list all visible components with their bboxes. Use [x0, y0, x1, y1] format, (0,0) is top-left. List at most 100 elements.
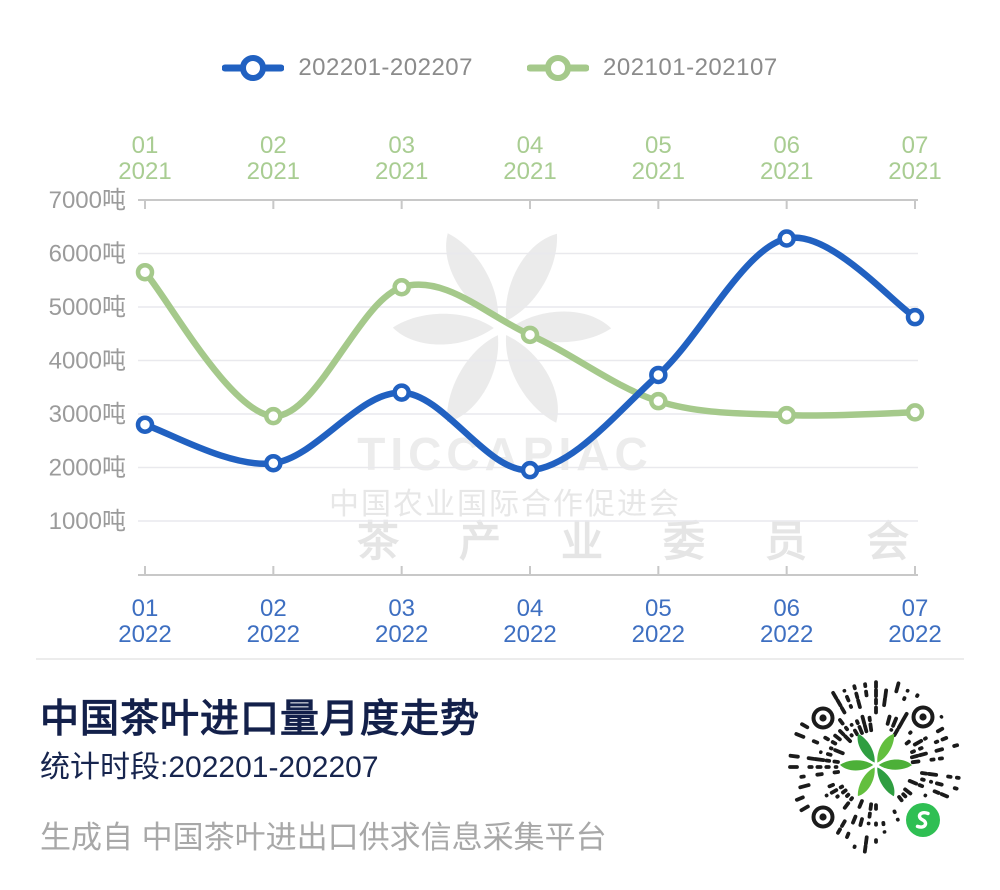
qr-dot [800, 722, 810, 730]
top-axis-year-label: 2021 [888, 158, 941, 185]
qr-dot [874, 697, 878, 706]
qr-dot [799, 774, 806, 779]
top-axis-month-label: 03 [388, 132, 415, 159]
qr-dot [840, 706, 847, 715]
qr-dot [937, 756, 944, 761]
data-point[interactable] [777, 405, 796, 425]
qr-dot [862, 844, 868, 854]
qr-dot [874, 838, 878, 844]
top-axis-year-label: 2021 [375, 158, 428, 185]
qr-dot [829, 788, 839, 795]
qr-dot [858, 817, 864, 827]
data-point[interactable] [520, 460, 540, 480]
bottom-axis-month-label: 01 [132, 595, 159, 622]
qr-dot [842, 801, 851, 810]
qr-position-dot [819, 714, 827, 722]
qr-dot [798, 783, 811, 790]
qr-dot [955, 775, 961, 780]
data-point[interactable] [264, 453, 283, 473]
qr-dot [828, 746, 834, 751]
qr-dot [794, 732, 806, 739]
qr-dot [815, 765, 823, 769]
data-point[interactable] [264, 406, 283, 426]
y-axis-label: 3000吨 [49, 401, 126, 428]
qr-dot [900, 711, 909, 724]
data-point[interactable] [905, 307, 925, 327]
qr-dot [891, 716, 898, 728]
bottom-axis-year-label: 2022 [247, 621, 300, 648]
qr-position-ring [811, 706, 835, 730]
watermark-committee-char: 员 [765, 518, 807, 565]
qr-dot [867, 715, 872, 723]
qr-dot [897, 795, 904, 803]
qr-dot [835, 698, 843, 708]
qr-dot [838, 729, 846, 737]
data-point[interactable] [392, 383, 411, 402]
data-point[interactable] [777, 229, 796, 248]
qr-dot [843, 734, 853, 744]
line-marker-icon [527, 55, 589, 81]
qr-dot [857, 725, 864, 735]
data-point[interactable] [649, 391, 668, 411]
qr-dot [933, 739, 940, 745]
qr-dot [854, 691, 860, 700]
data-point[interactable] [135, 262, 155, 282]
qr-dot [952, 743, 960, 748]
legend-item-2021[interactable]: 202101-202107 [527, 53, 778, 83]
qr-dot [894, 681, 901, 694]
qr-dot [952, 786, 959, 791]
qr-dot [902, 696, 907, 702]
qr-dot [920, 777, 926, 782]
watermark-committee-char: 委 [663, 518, 705, 565]
legend-item-2022[interactable]: 202201-202207 [222, 53, 473, 83]
qr-dot [835, 794, 840, 799]
data-point[interactable] [135, 415, 155, 434]
qr-dot [917, 751, 928, 758]
legend-label-2021: 202101-202107 [603, 54, 778, 81]
bottom-axis-month-label: 06 [773, 595, 800, 622]
top-axis-year-label: 2021 [760, 158, 813, 185]
tea-leaf-logo [839, 733, 913, 797]
qr-dot [946, 774, 953, 779]
legend-label-2022: 202201-202207 [298, 54, 473, 81]
top-axis-year-label: 2021 [503, 158, 556, 185]
y-axis-label: 1000吨 [49, 508, 126, 535]
qr-dot [882, 696, 887, 708]
qr-dot [874, 821, 878, 827]
data-point[interactable] [392, 277, 411, 297]
qr-position-dot [919, 713, 927, 721]
top-axis-month-label: 07 [902, 132, 929, 159]
qr-dot [915, 693, 920, 698]
qr-dot [866, 821, 871, 826]
qr-dot [904, 739, 911, 746]
data-point[interactable] [905, 403, 925, 422]
watermark-committee-char: 会 [867, 518, 909, 565]
data-point[interactable] [520, 325, 540, 345]
qr-dot [927, 772, 939, 777]
qr-dot [910, 759, 921, 765]
y-axis-label: 4000吨 [49, 348, 126, 375]
qr-dot [923, 793, 928, 798]
qr-dot [852, 684, 857, 691]
qr-dot [874, 688, 878, 698]
bottom-axis-year-label: 2022 [632, 621, 685, 648]
bottom-axis-year-label: 2022 [118, 621, 171, 648]
qr-dot [813, 757, 826, 763]
qr-dot [852, 844, 857, 849]
bottom-axis-year-label: 2022 [375, 621, 428, 648]
top-axis-month-label: 01 [132, 132, 159, 159]
qr-dot [823, 735, 830, 742]
qr-dot [794, 795, 805, 802]
mini-program-s-icon [915, 811, 930, 829]
qr-dot [909, 753, 920, 760]
data-point[interactable] [649, 365, 668, 385]
qr-dot [939, 792, 950, 799]
watermark-acronym: TICCAPIAC [357, 428, 652, 480]
qr-dot [917, 783, 925, 789]
qr-dot [838, 718, 845, 726]
qr-dot [857, 799, 864, 809]
qr-dot [840, 819, 847, 828]
qr-dot [874, 680, 878, 689]
watermark-committee-char: 产 [459, 518, 501, 565]
